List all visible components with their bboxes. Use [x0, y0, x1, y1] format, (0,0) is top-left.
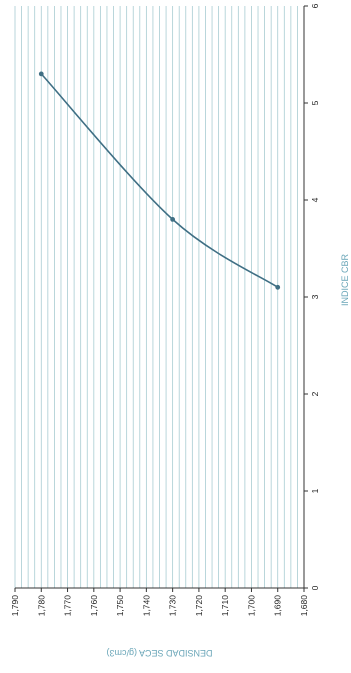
- y-tick-label: 0: [310, 585, 320, 590]
- y-axis-title: INDICE CBR: [340, 254, 350, 307]
- x-tick-label: 1,700: [246, 595, 256, 617]
- y-tick-label: 3: [310, 294, 320, 299]
- y-tick-label: 4: [310, 197, 320, 202]
- x-tick-label: 1,740: [141, 595, 151, 617]
- x-tick-label: 1,720: [194, 595, 204, 617]
- y-tick-label: 6: [310, 3, 320, 8]
- x-tick-label: 1,780: [36, 595, 46, 617]
- data-series: [38, 71, 281, 290]
- series-line: [40, 73, 279, 288]
- x-tick-label: 1,790: [10, 595, 20, 617]
- x-tick-label: 1,760: [89, 595, 99, 617]
- y-tick-label: 1: [310, 488, 320, 493]
- x-tick-label: 1,750: [115, 595, 125, 617]
- x-tick-label: 1,680: [299, 595, 309, 617]
- x-tick-label: 1,690: [273, 595, 283, 617]
- y-tick-label: 2: [310, 391, 320, 396]
- y-tick-labels: 0 1 2 3 4 5 6: [310, 3, 320, 590]
- data-point: [275, 284, 281, 290]
- data-point: [38, 71, 44, 77]
- data-point: [170, 217, 176, 222]
- x-axis-title: DENSIDAD SECA (g/cm3): [106, 648, 212, 658]
- grid-lines: [14, 6, 305, 588]
- x-tick-label: 1,710: [220, 595, 230, 617]
- x-tick-label: 1,730: [168, 595, 178, 617]
- x-tick-labels: 1,790 1,780 1,770 1,760 1,750 1,740 1,730 1,720…: [10, 595, 309, 617]
- y-tick-label: 5: [310, 100, 320, 105]
- x-tick-label: 1,770: [63, 595, 73, 617]
- axes: [14, 5, 308, 592]
